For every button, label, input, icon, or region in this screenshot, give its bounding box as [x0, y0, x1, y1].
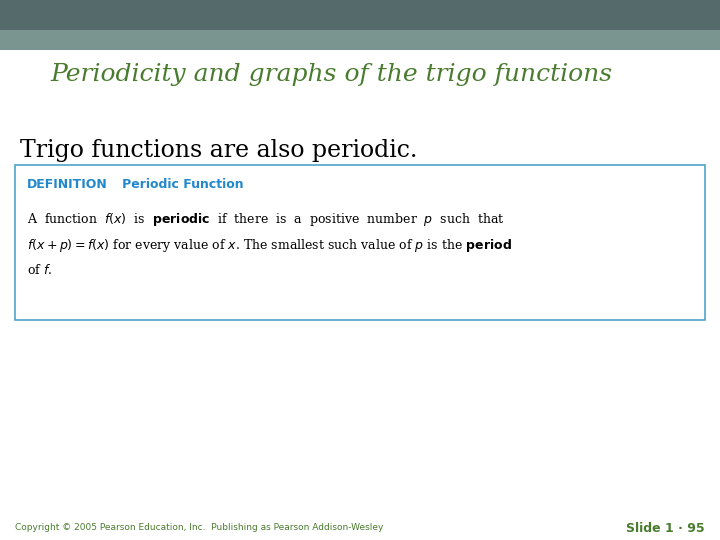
- Text: of $f$.: of $f$.: [27, 263, 53, 277]
- FancyBboxPatch shape: [15, 165, 705, 320]
- Text: Slide 1 · 95: Slide 1 · 95: [626, 522, 705, 535]
- Text: DEFINITION: DEFINITION: [27, 179, 108, 192]
- Text: Trigo functions are also periodic.: Trigo functions are also periodic.: [20, 138, 418, 161]
- Text: Periodic Function: Periodic Function: [109, 179, 243, 192]
- Text: Copyright © 2005 Pearson Education, Inc.  Publishing as Pearson Addison-Wesley: Copyright © 2005 Pearson Education, Inc.…: [15, 523, 383, 532]
- Text: A  function  $f(x)$  is  $\mathbf{periodic}$  if  there  is  a  positive  number: A function $f(x)$ is $\mathbf{periodic}$…: [27, 212, 505, 228]
- Text: $f(x + p) = f(x)$ for every value of $x$. The smallest such value of $p$ is the : $f(x + p) = f(x)$ for every value of $x$…: [27, 237, 512, 253]
- FancyBboxPatch shape: [0, 0, 720, 30]
- Text: Periodicity and graphs of the trigo functions: Periodicity and graphs of the trigo func…: [50, 64, 612, 86]
- FancyBboxPatch shape: [0, 30, 720, 50]
